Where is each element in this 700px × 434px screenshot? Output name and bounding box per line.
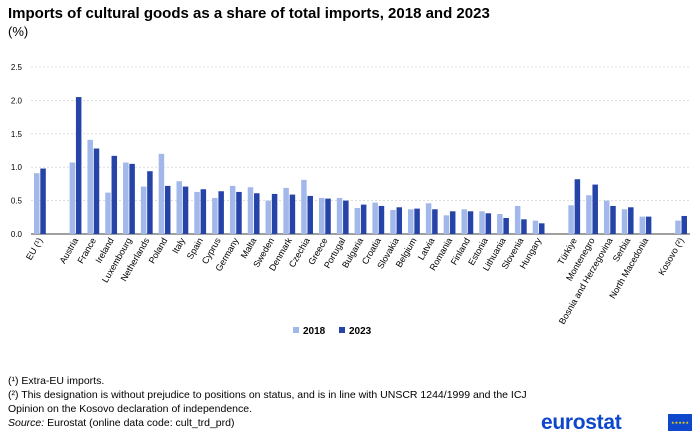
bar-chart: 0.0 0.5 1.0 1.5 2.0 2.5 EU (¹) AustriaFranceIr… [11,63,690,337]
bar-2018[interactable] [568,205,574,234]
bar-2023[interactable] [610,205,616,234]
bar-2018[interactable] [301,179,307,234]
bar-2023[interactable] [75,97,82,234]
bar-2018[interactable] [176,181,182,234]
bars [34,97,687,234]
bar-2018[interactable] [425,203,432,234]
legend-swatch-2023 [339,327,345,333]
bar-2018[interactable] [69,162,76,234]
bar-2023[interactable] [147,171,153,234]
bar-2018[interactable] [479,211,485,234]
y-tick-label: 2.0 [11,96,23,105]
bar-2018[interactable] [229,185,236,234]
chart-title: Imports of cultural goods as a share of … [8,5,490,22]
bar-2023[interactable] [289,194,296,234]
y-tick-label: 2.5 [11,63,23,72]
bar-2018[interactable] [372,202,378,234]
bar-2023[interactable] [449,211,456,234]
bar-2018[interactable] [318,197,325,234]
bar-2018[interactable] [675,220,681,234]
bar-2023[interactable] [164,185,171,234]
y-tick-label: 0.0 [11,230,23,239]
bar-2018[interactable] [621,209,628,234]
bar-2023[interactable] [467,211,474,234]
bar-2018[interactable] [639,216,646,234]
bar-2023[interactable] [432,209,438,234]
logo-text: eurostat [541,411,622,434]
bar-2023[interactable] [485,213,492,234]
x-tick-label: Kosovo (²) [656,236,685,277]
bar-2023[interactable] [111,155,118,234]
x-tick-label: Italy [170,236,187,256]
bar-2018[interactable] [461,209,467,234]
bar-2018[interactable] [123,162,129,234]
source-text: Eurostat (online data code: cult_trd_prd… [47,417,235,429]
bar-2018[interactable] [194,191,200,234]
bar-2023[interactable] [129,163,135,234]
legend-label: 2023 [349,326,372,337]
bar-2023[interactable] [200,189,207,234]
bar-2018[interactable] [34,173,40,234]
bar-2023[interactable] [396,207,403,234]
bar-2023[interactable] [254,193,260,234]
bar-2018[interactable] [497,213,503,234]
bar-2018[interactable] [443,215,450,234]
bar-2023[interactable] [628,207,634,234]
bar-2018[interactable] [532,220,539,234]
bar-2018[interactable] [354,207,361,234]
bar-2018[interactable] [408,209,414,234]
bar-2018[interactable] [212,197,218,234]
bar-2018[interactable] [586,195,592,234]
bar-2018[interactable] [265,200,272,234]
bar-2018[interactable] [603,200,610,234]
bar-2023[interactable] [592,184,598,234]
legend-swatch-2018 [293,327,299,333]
legend: 2018 2023 [293,326,372,337]
bar-2018[interactable] [105,192,111,234]
bar-2023[interactable] [539,223,545,234]
source-line: Source: Eurostat (online data code: cult… [8,416,528,430]
bar-2023[interactable] [378,205,385,234]
bar-2023[interactable] [182,186,189,234]
bar-2018[interactable] [336,197,343,234]
bar-2023[interactable] [681,215,687,234]
bar-2023[interactable] [271,193,278,234]
bar-2023[interactable] [414,208,420,234]
eu-flag-icon: ★★★★★ [668,414,692,431]
bar-2023[interactable] [236,191,242,234]
bar-2018[interactable] [283,187,289,234]
x-tick-label: EU (¹) [24,236,45,262]
bar-2018[interactable] [390,209,396,234]
bar-2018[interactable] [140,186,147,234]
bar-2023[interactable] [360,204,367,234]
bar-2023[interactable] [645,216,652,234]
bar-2023[interactable] [93,148,100,234]
x-axis-labels: EU (¹) AustriaFranceIrelandLuxembourgNeth… [24,236,686,326]
y-tick-label: 0.5 [11,197,23,206]
chart-subtitle: (%) [8,24,29,39]
footnote-1: (¹) Extra-EU imports. [8,375,105,387]
gridlines [31,66,690,235]
bar-2023[interactable] [307,195,313,234]
bar-2023[interactable] [325,198,331,234]
bar-2023[interactable] [343,200,349,234]
bar-2023[interactable] [40,168,46,234]
bar-2023[interactable] [521,219,527,234]
bar-2023[interactable] [574,179,581,234]
bar-2023[interactable] [218,191,224,234]
bar-2018[interactable] [87,139,93,234]
bar-2018[interactable] [158,153,165,234]
y-tick-label: 1.0 [11,163,23,172]
y-axis-ticks: 0.0 0.5 1.0 1.5 2.0 2.5 [11,63,23,239]
legend-label: 2018 [303,326,326,337]
bar-2023[interactable] [503,217,509,234]
y-tick-label: 1.5 [11,130,23,139]
source-label: Source: [8,417,45,429]
footnotes: (¹) Extra-EU imports. (²) This designati… [8,374,528,430]
bar-2018[interactable] [514,205,521,234]
footnote-2: (²) This designation is without prejudic… [8,389,527,415]
bar-2018[interactable] [247,187,254,234]
